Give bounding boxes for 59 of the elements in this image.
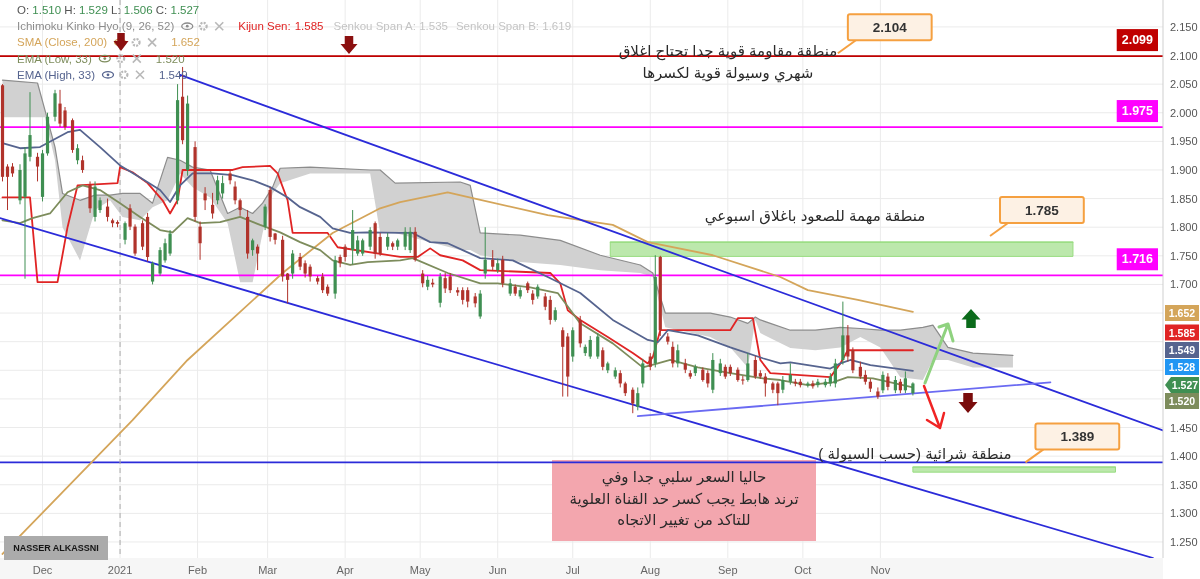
x-tick-label: Mar [258, 564, 278, 576]
text: Kijun Sen: [238, 20, 291, 33]
ref-label: 2.099 [1116, 29, 1158, 52]
annotation: منطقة شرائية (حسب السيولة ) [818, 444, 1012, 463]
annotation: حاليا السعر سلبي جدا وفي ترند هابط يجب كسر حد القناة العلوية للتاكد من تغيير الاتجاه [569, 467, 799, 529]
y-tick-label: 1.800 [1170, 221, 1198, 234]
signature: NASSER ALKASSNI [4, 536, 108, 560]
y-tick-label: 2.150 [1170, 20, 1198, 33]
y-tick-label: 1.250 [1170, 535, 1198, 548]
y-tick-label: 1.950 [1170, 135, 1198, 148]
price-tag: 1.652 [1165, 305, 1199, 321]
callout: 1.785 [989, 196, 1085, 237]
note-box: حاليا السعر سلبي جدا وفي ترند هابط يجب كسر حد القناة العلوية للتاكد من تغيير الاتجاه [552, 460, 816, 541]
y-tick-label: 2.050 [1170, 78, 1198, 91]
x-tick-label: Jul [565, 564, 580, 576]
y-tick-label: 1.300 [1170, 507, 1198, 520]
price-tag: 1.528 [1165, 359, 1199, 375]
x-tick-label: Oct [794, 564, 812, 576]
ref-label: 1.716 [1116, 248, 1158, 271]
y-tick-label: 1.750 [1170, 249, 1198, 262]
legend-label: Ichimoku Kinko Hyo (9, 26, 52) [17, 20, 175, 33]
x-tick-label: Feb [188, 564, 208, 576]
annotation: 1.652 [171, 36, 200, 49]
annotation: منطقة مقاومة قوية جدا تحتاج اغلاق شهري وسيولة قوية لكسرها [618, 41, 838, 83]
annotation: NASSER ALKASSNI [13, 543, 99, 553]
y-tick-label: 1.450 [1170, 421, 1198, 434]
y-tick-label: 1.850 [1170, 192, 1198, 205]
annotation: 2.104 [872, 19, 908, 35]
x-tick-label: Sep [718, 564, 738, 576]
y-tick-label: 1.400 [1170, 450, 1198, 463]
y-tick-label: 1.350 [1170, 478, 1198, 491]
annotation: Senkou Span A: 1.535 [333, 20, 448, 33]
x-tick-label: Aug [640, 564, 661, 576]
price-tag: 1.549 [1165, 342, 1199, 358]
annotation: O: 1.510 H: 1.529 L: 1.506 C: 1.527 [17, 4, 200, 16]
callout: 1.389 [1024, 422, 1121, 464]
x-tick-label: 2021 [107, 564, 133, 576]
annotation: 1.585 [294, 20, 324, 33]
x-tick-label: May [409, 564, 432, 576]
callout: 2.104 [836, 13, 933, 55]
annotation: 1.389 [1060, 428, 1095, 444]
y-tick-label: 1.900 [1170, 163, 1198, 176]
ref-line-label: 1.716 [1121, 252, 1154, 267]
annotation: Senkou Span B: 1.619 [455, 20, 572, 33]
price-tag: 1.520 [1165, 393, 1199, 409]
legend-label: EMA (High, 33) [17, 68, 96, 81]
y-tick-label: 2.100 [1170, 49, 1198, 62]
ref-label: 1.975 [1116, 100, 1158, 123]
x-tick-label: Apr [336, 564, 355, 576]
x-tick-label: Nov [870, 564, 891, 576]
annotation: 1.785 [1025, 202, 1060, 218]
ref-line-label: 1.975 [1121, 104, 1154, 119]
legend-label: SMA (Close, 200) [17, 36, 108, 49]
y-tick-label: 2.000 [1170, 106, 1198, 119]
x-tick-label: Jun [488, 564, 507, 576]
x-tick-label: Dec [32, 564, 53, 576]
y-tick-label: 1.700 [1170, 278, 1198, 291]
ref-line-label: 2.099 [1121, 33, 1154, 48]
annotation: منطقة مهمة للصعود باغلاق اسبوعي [704, 206, 926, 226]
